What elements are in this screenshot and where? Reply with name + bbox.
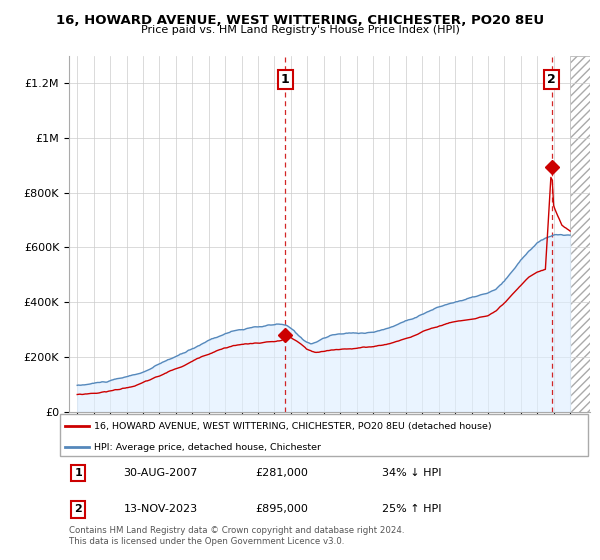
Bar: [570, 56, 595, 412]
Text: HPI: Average price, detached house, Chichester: HPI: Average price, detached house, Chic…: [94, 442, 322, 452]
Bar: [570, 56, 595, 412]
Text: 34% ↓ HPI: 34% ↓ HPI: [382, 468, 442, 478]
Text: 13-NOV-2023: 13-NOV-2023: [124, 505, 197, 515]
Text: 2: 2: [547, 73, 556, 86]
Text: 16, HOWARD AVENUE, WEST WITTERING, CHICHESTER, PO20 8EU (detached house): 16, HOWARD AVENUE, WEST WITTERING, CHICH…: [94, 422, 492, 431]
Text: 1: 1: [281, 73, 290, 86]
FancyBboxPatch shape: [60, 414, 588, 456]
Text: £895,000: £895,000: [256, 505, 308, 515]
Text: £281,000: £281,000: [256, 468, 308, 478]
Text: 25% ↑ HPI: 25% ↑ HPI: [382, 505, 442, 515]
Text: 30-AUG-2007: 30-AUG-2007: [124, 468, 198, 478]
Text: Price paid vs. HM Land Registry's House Price Index (HPI): Price paid vs. HM Land Registry's House …: [140, 25, 460, 35]
Text: 1: 1: [74, 468, 82, 478]
Text: 16, HOWARD AVENUE, WEST WITTERING, CHICHESTER, PO20 8EU: 16, HOWARD AVENUE, WEST WITTERING, CHICH…: [56, 14, 544, 27]
Text: Contains HM Land Registry data © Crown copyright and database right 2024.
This d: Contains HM Land Registry data © Crown c…: [69, 526, 404, 546]
Text: 2: 2: [74, 505, 82, 515]
